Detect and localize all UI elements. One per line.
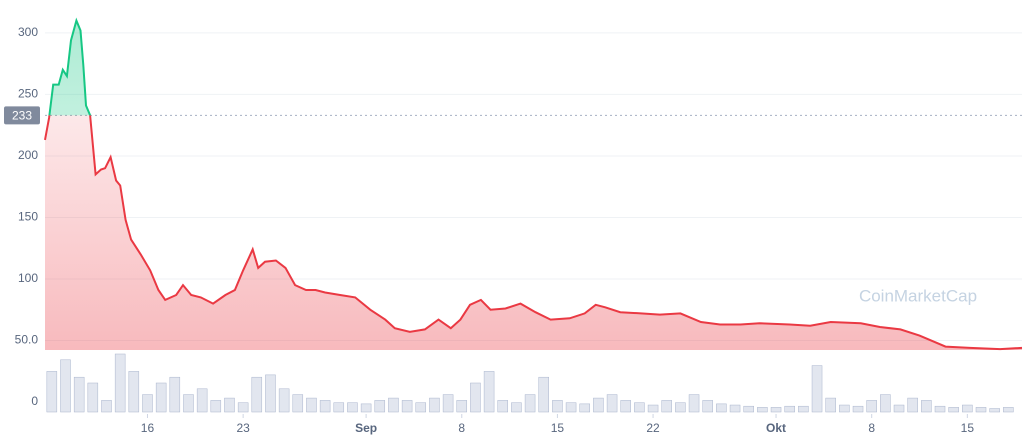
volume-bar: [784, 405, 795, 413]
area-above: [49, 20, 91, 116]
volume-bar: [401, 400, 413, 413]
volume-bar: [169, 376, 181, 413]
line-below: [44, 115, 1023, 351]
volume-bar: [224, 397, 235, 413]
volume-bar: [73, 376, 85, 413]
volume-bar: [46, 371, 58, 413]
volume-bar: [319, 400, 331, 413]
y-tick-label: 150: [18, 210, 38, 224]
volume-bar: [101, 400, 112, 413]
volume-bar: [60, 359, 71, 413]
y-tick-label: 200: [18, 148, 38, 162]
volume-bar: [538, 376, 549, 413]
volume-bar: [483, 371, 495, 413]
volume-bar: [265, 374, 276, 413]
y-tick-label: 50.0: [15, 333, 39, 347]
volume-bar: [415, 402, 427, 413]
volume-bar: [593, 397, 604, 413]
volume-bar: [948, 407, 959, 413]
x-tick-label: Sep: [355, 421, 377, 435]
y-tick-label: 300: [18, 25, 38, 39]
area-below: [45, 115, 1022, 350]
volume-bar: [921, 400, 932, 413]
volume-bar: [647, 404, 659, 413]
volume-bar: [757, 407, 768, 413]
volume-bar: [347, 402, 358, 413]
x-tick-label: Okt: [766, 421, 786, 435]
volume-bar: [729, 404, 741, 413]
volume-bar: [716, 403, 727, 413]
x-tick-label: 23: [236, 421, 250, 435]
volume-bar: [811, 365, 823, 413]
volume-bar: [770, 407, 782, 413]
y-tick-label: 250: [18, 87, 38, 101]
volume-bar: [456, 400, 468, 413]
volume-bar: [251, 376, 263, 413]
x-tick-label: 8: [458, 421, 465, 435]
volume-bar: [429, 397, 440, 413]
volume-bar: [511, 402, 522, 413]
volume-bar: [333, 402, 345, 413]
watermark: CoinMarketCap: [859, 286, 977, 305]
volume-bar: [552, 400, 563, 413]
volume-bar: [306, 397, 317, 413]
volume-bar: [1003, 407, 1014, 413]
volume-bar: [798, 405, 809, 413]
volume-bar: [620, 400, 631, 413]
volume-bar: [702, 400, 713, 413]
x-tick-label: 16: [141, 421, 155, 435]
baseline-tag: [4, 106, 40, 125]
volume-bar: [852, 405, 864, 413]
volume-bar: [606, 394, 618, 413]
volume-bar: [388, 397, 399, 413]
volume-bar: [183, 394, 194, 413]
volume-bar: [839, 404, 850, 413]
volume-bar: [866, 400, 877, 413]
volume-bar: [292, 394, 304, 413]
x-tick-label: 22: [646, 421, 660, 435]
volume-bar: [237, 402, 249, 413]
volume-bar: [975, 407, 987, 413]
volume-bar: [565, 402, 577, 413]
volume-bar: [893, 404, 905, 413]
x-tick-label: 15: [551, 421, 565, 435]
volume-bar: [634, 402, 645, 413]
volume-bar: [155, 382, 167, 413]
volume-bar: [934, 405, 946, 413]
x-tick-label: 15: [961, 421, 975, 435]
volume-bar: [880, 394, 891, 413]
volume-bar: [470, 382, 481, 413]
volume-bar: [675, 402, 686, 413]
volume-bar: [579, 403, 590, 413]
baseline-label: 233: [12, 109, 32, 123]
volume-bar: [661, 400, 672, 413]
volume-bar: [142, 394, 153, 413]
volume-bar: [989, 408, 1000, 413]
volume-bar: [114, 353, 126, 413]
y-tick-label: 0: [31, 394, 38, 408]
volume-bar: [128, 371, 140, 413]
y-tick-label: 100: [18, 271, 38, 285]
volume-bar: [374, 400, 386, 413]
volume-bar: [962, 404, 973, 413]
volume-bar: [524, 394, 536, 413]
volume-bar: [360, 403, 372, 413]
volume-bar: [688, 394, 700, 413]
volume-bar: [825, 397, 836, 413]
volume-bar: [210, 400, 222, 413]
volume-bar: [907, 397, 918, 413]
volume-bar: [743, 405, 754, 413]
volume-bar: [196, 388, 208, 413]
volume-bar: [497, 400, 509, 413]
x-tick-label: 8: [868, 421, 875, 435]
volume-bar: [442, 394, 454, 413]
volume-bar: [278, 388, 290, 413]
volume-bar: [87, 382, 99, 413]
